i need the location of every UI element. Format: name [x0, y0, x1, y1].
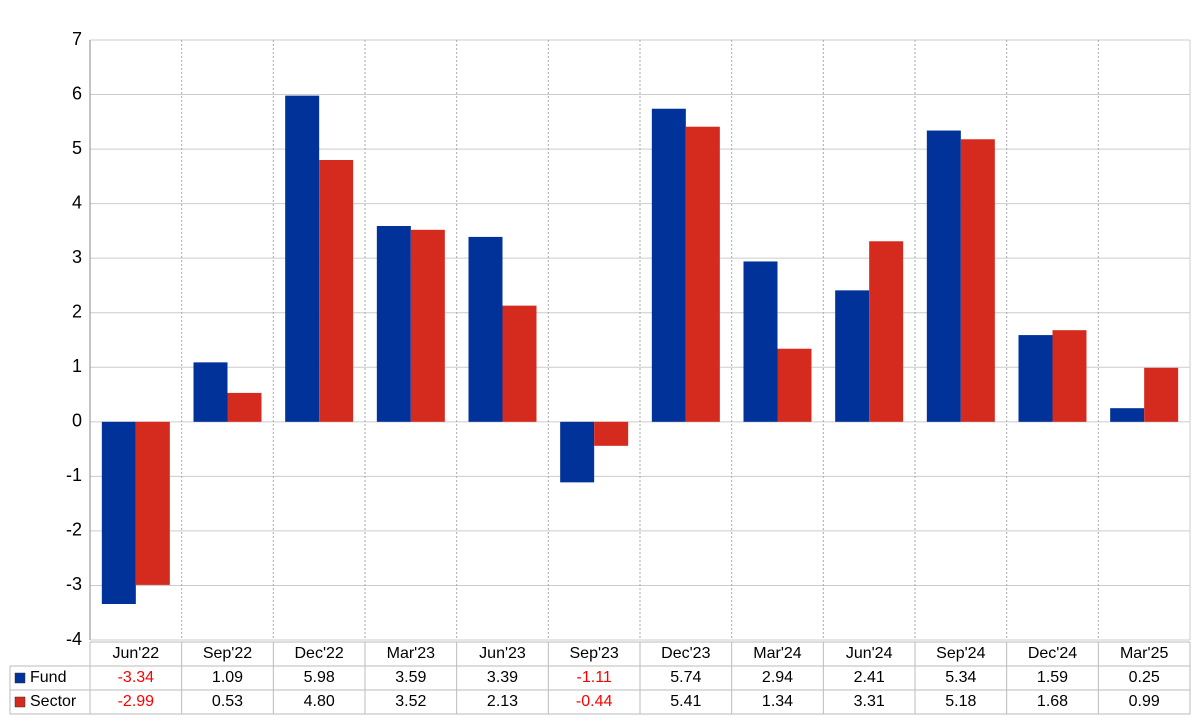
y-tick-label: 7 — [72, 29, 82, 49]
bar — [468, 236, 503, 422]
y-tick-label: 5 — [72, 138, 82, 158]
value-label: 3.52 — [395, 693, 426, 710]
value-label: 0.25 — [1129, 669, 1160, 686]
x-tick-label: Dec'22 — [295, 645, 344, 662]
value-label: 5.98 — [304, 669, 335, 686]
value-label: 4.80 — [304, 693, 335, 710]
x-tick-label: Sep'22 — [203, 645, 252, 662]
value-label: 5.41 — [670, 693, 701, 710]
legend-swatch — [14, 672, 26, 684]
bar — [960, 139, 995, 422]
value-label: -1.11 — [577, 669, 612, 686]
bar — [594, 421, 629, 446]
y-tick-label: 4 — [72, 192, 82, 212]
x-tick-label: Jun'24 — [846, 645, 893, 662]
bar — [135, 421, 170, 585]
x-tick-label: Dec'24 — [1028, 645, 1077, 662]
legend-label: Fund — [30, 669, 66, 686]
legend-swatch — [14, 696, 26, 708]
value-label: 1.09 — [212, 669, 243, 686]
bar — [227, 392, 262, 422]
value-label: -0.44 — [576, 693, 613, 710]
bar — [376, 226, 411, 422]
value-label: 1.59 — [1037, 669, 1068, 686]
value-label: -3.34 — [118, 669, 155, 686]
value-label: 5.18 — [945, 693, 976, 710]
x-tick-label: Mar'23 — [387, 645, 436, 662]
bar — [835, 290, 870, 422]
x-tick-label: Sep'23 — [570, 645, 619, 662]
bar — [743, 261, 778, 422]
value-label: 0.53 — [212, 693, 243, 710]
y-tick-label: -3 — [66, 574, 82, 594]
bar — [777, 348, 812, 422]
x-tick-label: Dec'23 — [661, 645, 710, 662]
value-label: 3.59 — [395, 669, 426, 686]
bar — [560, 421, 595, 483]
y-tick-label: -4 — [66, 629, 82, 649]
bar — [285, 95, 320, 422]
value-label: 2.94 — [762, 669, 793, 686]
bar — [1052, 330, 1087, 422]
x-tick-label: Jun'22 — [113, 645, 160, 662]
y-tick-label: -2 — [66, 520, 82, 540]
y-tick-label: 0 — [72, 411, 82, 431]
value-label: 3.39 — [487, 669, 518, 686]
bar — [869, 241, 904, 422]
value-label: 5.34 — [945, 669, 976, 686]
bar — [926, 130, 961, 422]
value-label: 1.34 — [762, 693, 793, 710]
y-tick-label: 2 — [72, 301, 82, 321]
bar — [1144, 367, 1179, 422]
x-tick-label: Mar'25 — [1120, 645, 1169, 662]
bar — [502, 305, 537, 422]
y-tick-label: -1 — [66, 465, 82, 485]
value-label: 2.41 — [854, 669, 885, 686]
value-label: 3.31 — [854, 693, 885, 710]
bar — [319, 160, 354, 422]
y-tick-label: 1 — [72, 356, 82, 376]
value-label: -2.99 — [118, 693, 155, 710]
legend-label: Sector — [30, 693, 77, 710]
value-label: 1.68 — [1037, 693, 1068, 710]
x-tick-label: Jun'23 — [479, 645, 526, 662]
x-tick-label: Mar'24 — [753, 645, 802, 662]
x-tick-label: Sep'24 — [936, 645, 985, 662]
bar — [1018, 335, 1053, 422]
bar — [193, 362, 228, 422]
value-label: 2.13 — [487, 693, 518, 710]
bar — [101, 421, 136, 604]
value-label: 5.74 — [670, 669, 701, 686]
y-tick-label: 6 — [72, 83, 82, 103]
value-label: 0.99 — [1129, 693, 1160, 710]
bar — [410, 229, 445, 422]
y-tick-label: 3 — [72, 247, 82, 267]
bar — [685, 126, 720, 422]
bar — [1110, 408, 1145, 422]
bar — [651, 108, 686, 422]
